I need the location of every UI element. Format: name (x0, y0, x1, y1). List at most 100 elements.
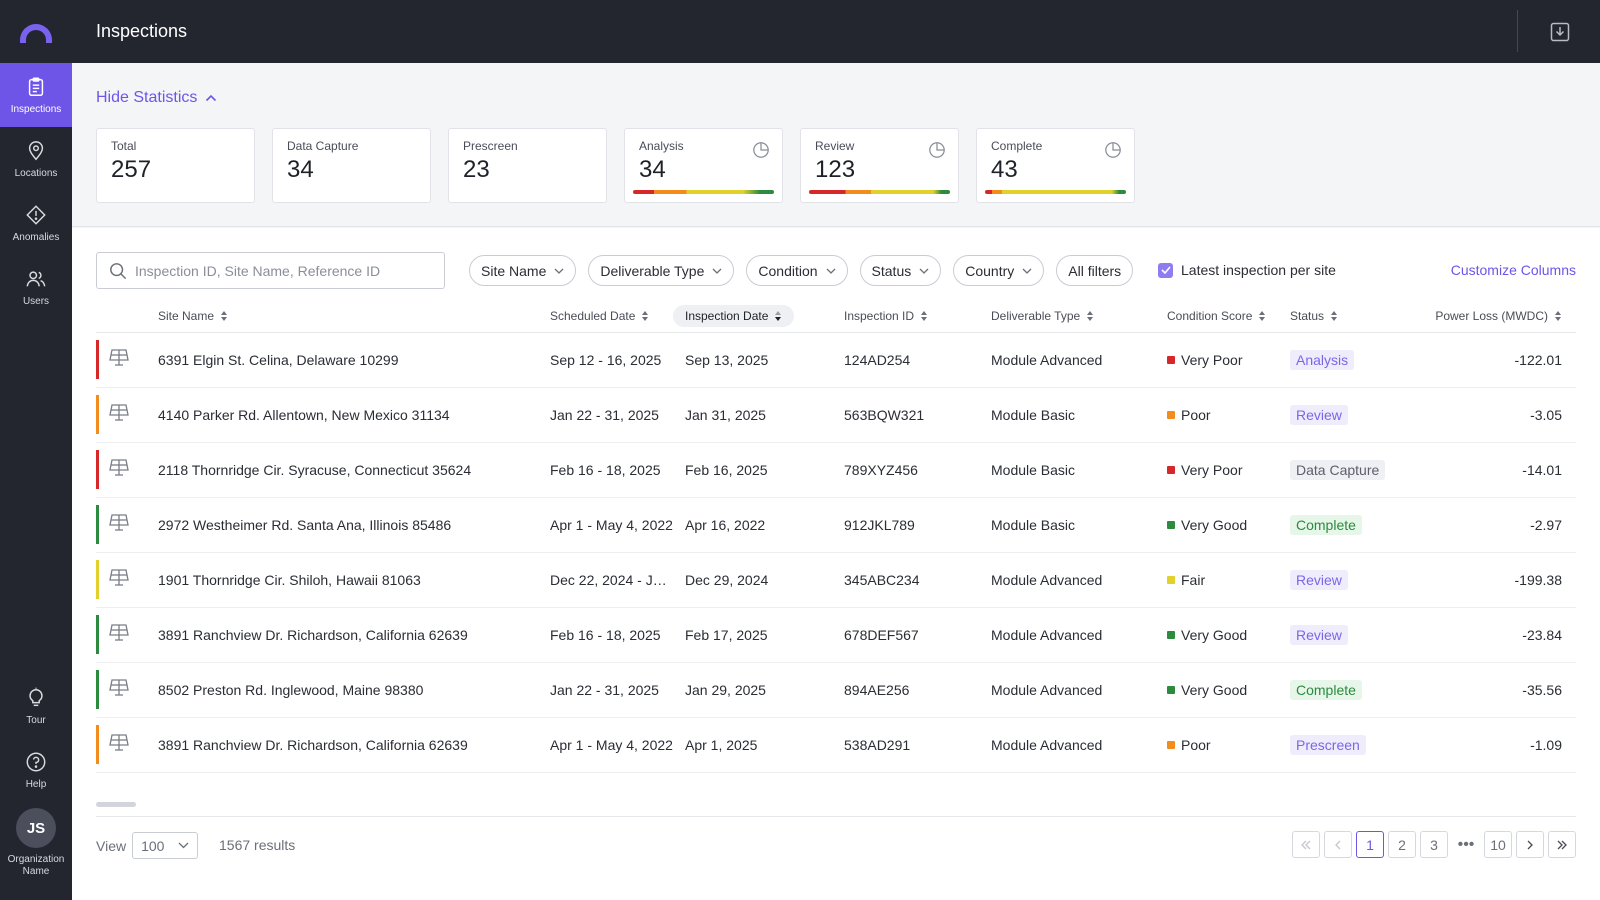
condition-dot (1167, 575, 1175, 584)
sidebar-item-label: Users (22, 295, 50, 307)
status-cell: Analysis (1290, 332, 1400, 388)
first-page-button[interactable] (1292, 831, 1320, 858)
severity-indicator (96, 670, 99, 709)
page-size-select[interactable]: 100 (132, 832, 199, 859)
sort-icon (221, 310, 228, 321)
customize-columns-link[interactable]: Customize Columns (1450, 262, 1576, 278)
site-name-cell[interactable]: 8502 Preston Rd. Inglewood, Maine 98380 (158, 662, 550, 718)
page-size-control: View 100 (96, 832, 199, 859)
power-loss-cell: -3.05 (1400, 387, 1576, 443)
pie-chart-icon[interactable] (928, 141, 946, 159)
site-name-cell[interactable]: 6391 Elgin St. Celina, Delaware 10299 (158, 332, 550, 388)
table-row[interactable]: 6391 Elgin St. Celina, Delaware 10299 Se… (96, 332, 1576, 388)
table-row[interactable]: 1901 Thornridge Cir. Shiloh, Hawaii 8106… (96, 552, 1576, 608)
chevron-down-icon (712, 268, 722, 274)
col-scheduled-date[interactable]: Scheduled Date (550, 300, 685, 333)
deliverable-type-cell: Module Basic (991, 497, 1167, 553)
site-name-cell[interactable]: 3891 Ranchview Dr. Richardson, Californi… (158, 717, 550, 773)
col-inspection-date[interactable]: Inspection Date (673, 300, 844, 333)
filter-site-name[interactable]: Site Name (469, 255, 577, 286)
table-row[interactable]: 2972 Westheimer Rd. Santa Ana, Illinois … (96, 497, 1576, 553)
table-row[interactable]: 4140 Parker Rd. Allentown, New Mexico 31… (96, 387, 1576, 443)
search-input[interactable] (135, 262, 425, 279)
previous-page-button[interactable] (1324, 831, 1352, 858)
sidebar-item-label: Locations (14, 167, 58, 179)
sidebar-item-tour[interactable]: Tour (0, 674, 72, 738)
app-logo[interactable] (0, 0, 72, 63)
sidebar-item-help[interactable]: Help (0, 738, 72, 802)
sidebar-item-anomalies[interactable]: Anomalies (0, 191, 72, 255)
col-inspection-id[interactable]: Inspection ID (844, 300, 991, 333)
inspection-date-cell: Feb 17, 2025 (685, 607, 844, 663)
sort-icon (1087, 310, 1094, 321)
table-footer: View 100 1567 results 1 2 3 ••• 10 (96, 816, 1576, 900)
sidebar-item-users[interactable]: Users (0, 255, 72, 319)
stat-card-label: Data Capture (287, 139, 359, 153)
stat-card-complete[interactable]: Complete 43 (976, 128, 1135, 203)
download-export-icon[interactable] (1548, 20, 1572, 44)
condition-dot (1167, 355, 1175, 364)
stat-card-total[interactable]: Total 257 (96, 128, 255, 203)
page-button-3[interactable]: 3 (1420, 831, 1448, 858)
filter-status[interactable]: Status (859, 255, 942, 286)
col-status[interactable]: Status (1290, 300, 1400, 333)
stat-card-prescreen[interactable]: Prescreen 23 (448, 128, 607, 203)
severity-cell (96, 387, 108, 443)
table-row[interactable]: 3891 Ranchview Dr. Richardson, Californi… (96, 717, 1576, 773)
site-name-cell[interactable]: 2118 Thornridge Cir. Syracuse, Connectic… (158, 442, 550, 498)
col-power-loss[interactable]: Power Loss (MWDC) (1400, 300, 1576, 333)
site-name-cell[interactable]: 3891 Ranchview Dr. Richardson, Californi… (158, 607, 550, 663)
last-page-button[interactable] (1548, 831, 1576, 858)
col-deliverable-type[interactable]: Deliverable Type (991, 300, 1167, 333)
page-button-2[interactable]: 2 (1388, 831, 1416, 858)
pie-chart-icon[interactable] (752, 141, 770, 159)
col-site-name[interactable]: Site Name (158, 300, 550, 333)
latest-inspection-checkbox[interactable] (1158, 262, 1173, 278)
column-label: Site Name (158, 308, 215, 323)
condition-score-cell: Poor (1167, 717, 1290, 773)
status-cell: Review (1290, 552, 1400, 608)
inspection-id-cell: 124AD254 (844, 332, 991, 388)
page-button-1[interactable]: 1 (1356, 831, 1384, 858)
chevron-down-icon (1022, 268, 1032, 274)
stat-card-label: Review (815, 139, 855, 153)
sort-icon (642, 310, 649, 321)
next-page-button[interactable] (1516, 831, 1544, 858)
deliverable-type-cell: Module Advanced (991, 332, 1167, 388)
stat-card-review[interactable]: Review 123 (800, 128, 959, 203)
stat-card-data-capture[interactable]: Data Capture 34 (272, 128, 431, 203)
status-badge: Prescreen (1290, 734, 1366, 755)
stat-card-value: 23 (463, 156, 490, 183)
sidebar-item-locations[interactable]: Locations (0, 127, 72, 191)
page-button-10[interactable]: 10 (1484, 831, 1512, 858)
inspection-date-cell: Dec 29, 2024 (685, 552, 844, 608)
avatar[interactable]: JS (16, 808, 56, 848)
condition-score-cell: Very Poor (1167, 332, 1290, 388)
sidebar-item-inspections[interactable]: Inspections (0, 63, 72, 127)
chevron-down-icon (554, 268, 564, 274)
latest-inspection-toggle: Latest inspection per site (1158, 262, 1336, 278)
condition-dot (1167, 630, 1175, 639)
filter-country[interactable]: Country (953, 255, 1045, 286)
table-row[interactable]: 2118 Thornridge Cir. Syracuse, Connectic… (96, 442, 1576, 498)
column-label: Inspection Date (685, 308, 769, 323)
site-name-cell[interactable]: 4140 Parker Rd. Allentown, New Mexico 31… (158, 387, 550, 443)
table-row[interactable]: 3891 Ranchview Dr. Richardson, Californi… (96, 607, 1576, 663)
scheduled-date-cell: Feb 16 - 18, 2025 (550, 442, 685, 498)
table-row[interactable]: 8502 Preston Rd. Inglewood, Maine 98380 … (96, 662, 1576, 718)
deliverable-type-cell: Module Advanced (991, 662, 1167, 718)
filter-all-filters[interactable]: All filters (1056, 255, 1134, 286)
filter-label: Deliverable Type (600, 262, 705, 279)
condition-score-cell: Poor (1167, 387, 1290, 443)
horizontal-scrollbar[interactable] (96, 802, 136, 807)
filter-deliverable-type[interactable]: Deliverable Type (588, 255, 735, 286)
condition-distribution-bar (985, 190, 1126, 194)
site-name-cell[interactable]: 1901 Thornridge Cir. Shiloh, Hawaii 8106… (158, 552, 550, 608)
pie-chart-icon[interactable] (1104, 141, 1122, 159)
filter-condition[interactable]: Condition (746, 255, 848, 286)
search-box[interactable] (96, 252, 445, 289)
hide-statistics-toggle[interactable]: Hide Statistics (96, 89, 217, 107)
col-condition-score[interactable]: Condition Score (1167, 300, 1290, 333)
site-name-cell[interactable]: 2972 Westheimer Rd. Santa Ana, Illinois … (158, 497, 550, 553)
stat-card-analysis[interactable]: Analysis 34 (624, 128, 783, 203)
